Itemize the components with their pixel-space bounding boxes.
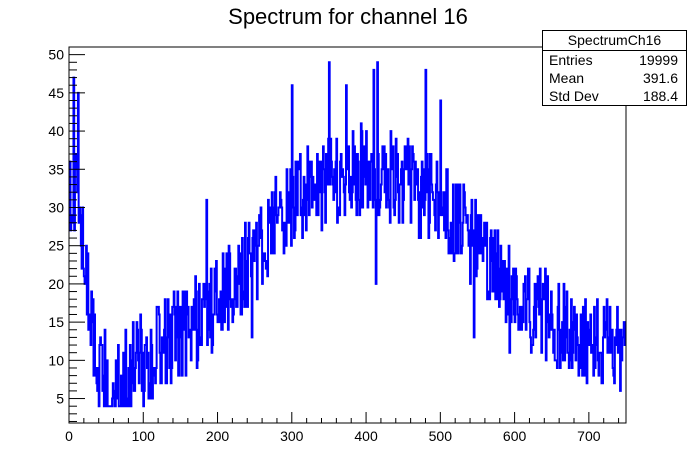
y-tick-label: 5 [56,391,64,407]
stats-box: SpectrumCh16 Entries 19999 Mean 391.6 St… [542,30,687,106]
y-tick-label: 15 [48,314,64,330]
y-tick-label: 20 [48,276,64,292]
stats-value-mean: 391.6 [642,70,678,86]
x-tick-label: 600 [503,428,527,444]
y-tick-label: 40 [48,123,64,139]
y-tick-label: 25 [48,238,64,254]
chart-title: Spectrum for channel 16 [228,4,468,29]
stats-value-stddev: 188.4 [642,88,678,104]
stats-value-entries: 19999 [639,52,678,68]
stats-row-stddev: Std Dev 188.4 [543,87,686,105]
stats-label-stddev: Std Dev [549,88,599,104]
y-tick-label: 45 [48,85,64,101]
x-tick-label: 500 [429,428,453,444]
stats-row-mean: Mean 391.6 [543,69,686,87]
x-tick-label: 0 [65,428,73,444]
stats-label-entries: Entries [549,52,593,68]
stats-label-mean: Mean [549,70,585,86]
plot-frame [68,46,627,424]
x-tick-label: 100 [132,428,156,444]
stats-box-title: SpectrumCh16 [543,31,686,51]
x-tick-label: 400 [354,428,378,444]
y-tick-label: 35 [48,161,64,177]
x-tick-label: 700 [577,428,601,444]
x-tick-label: 300 [280,428,304,444]
histogram-line [69,61,626,408]
y-tick-label: 10 [48,352,64,368]
y-tick-label: 50 [48,47,64,63]
y-tick-label: 30 [48,199,64,215]
x-tick-label: 200 [206,428,230,444]
stats-row-entries: Entries 19999 [543,51,686,69]
histogram-series [69,61,626,408]
axes: 0 100 200 300 400 500 600 700 5 10 15 20 25 30 35 40 45 5… [48,46,620,444]
